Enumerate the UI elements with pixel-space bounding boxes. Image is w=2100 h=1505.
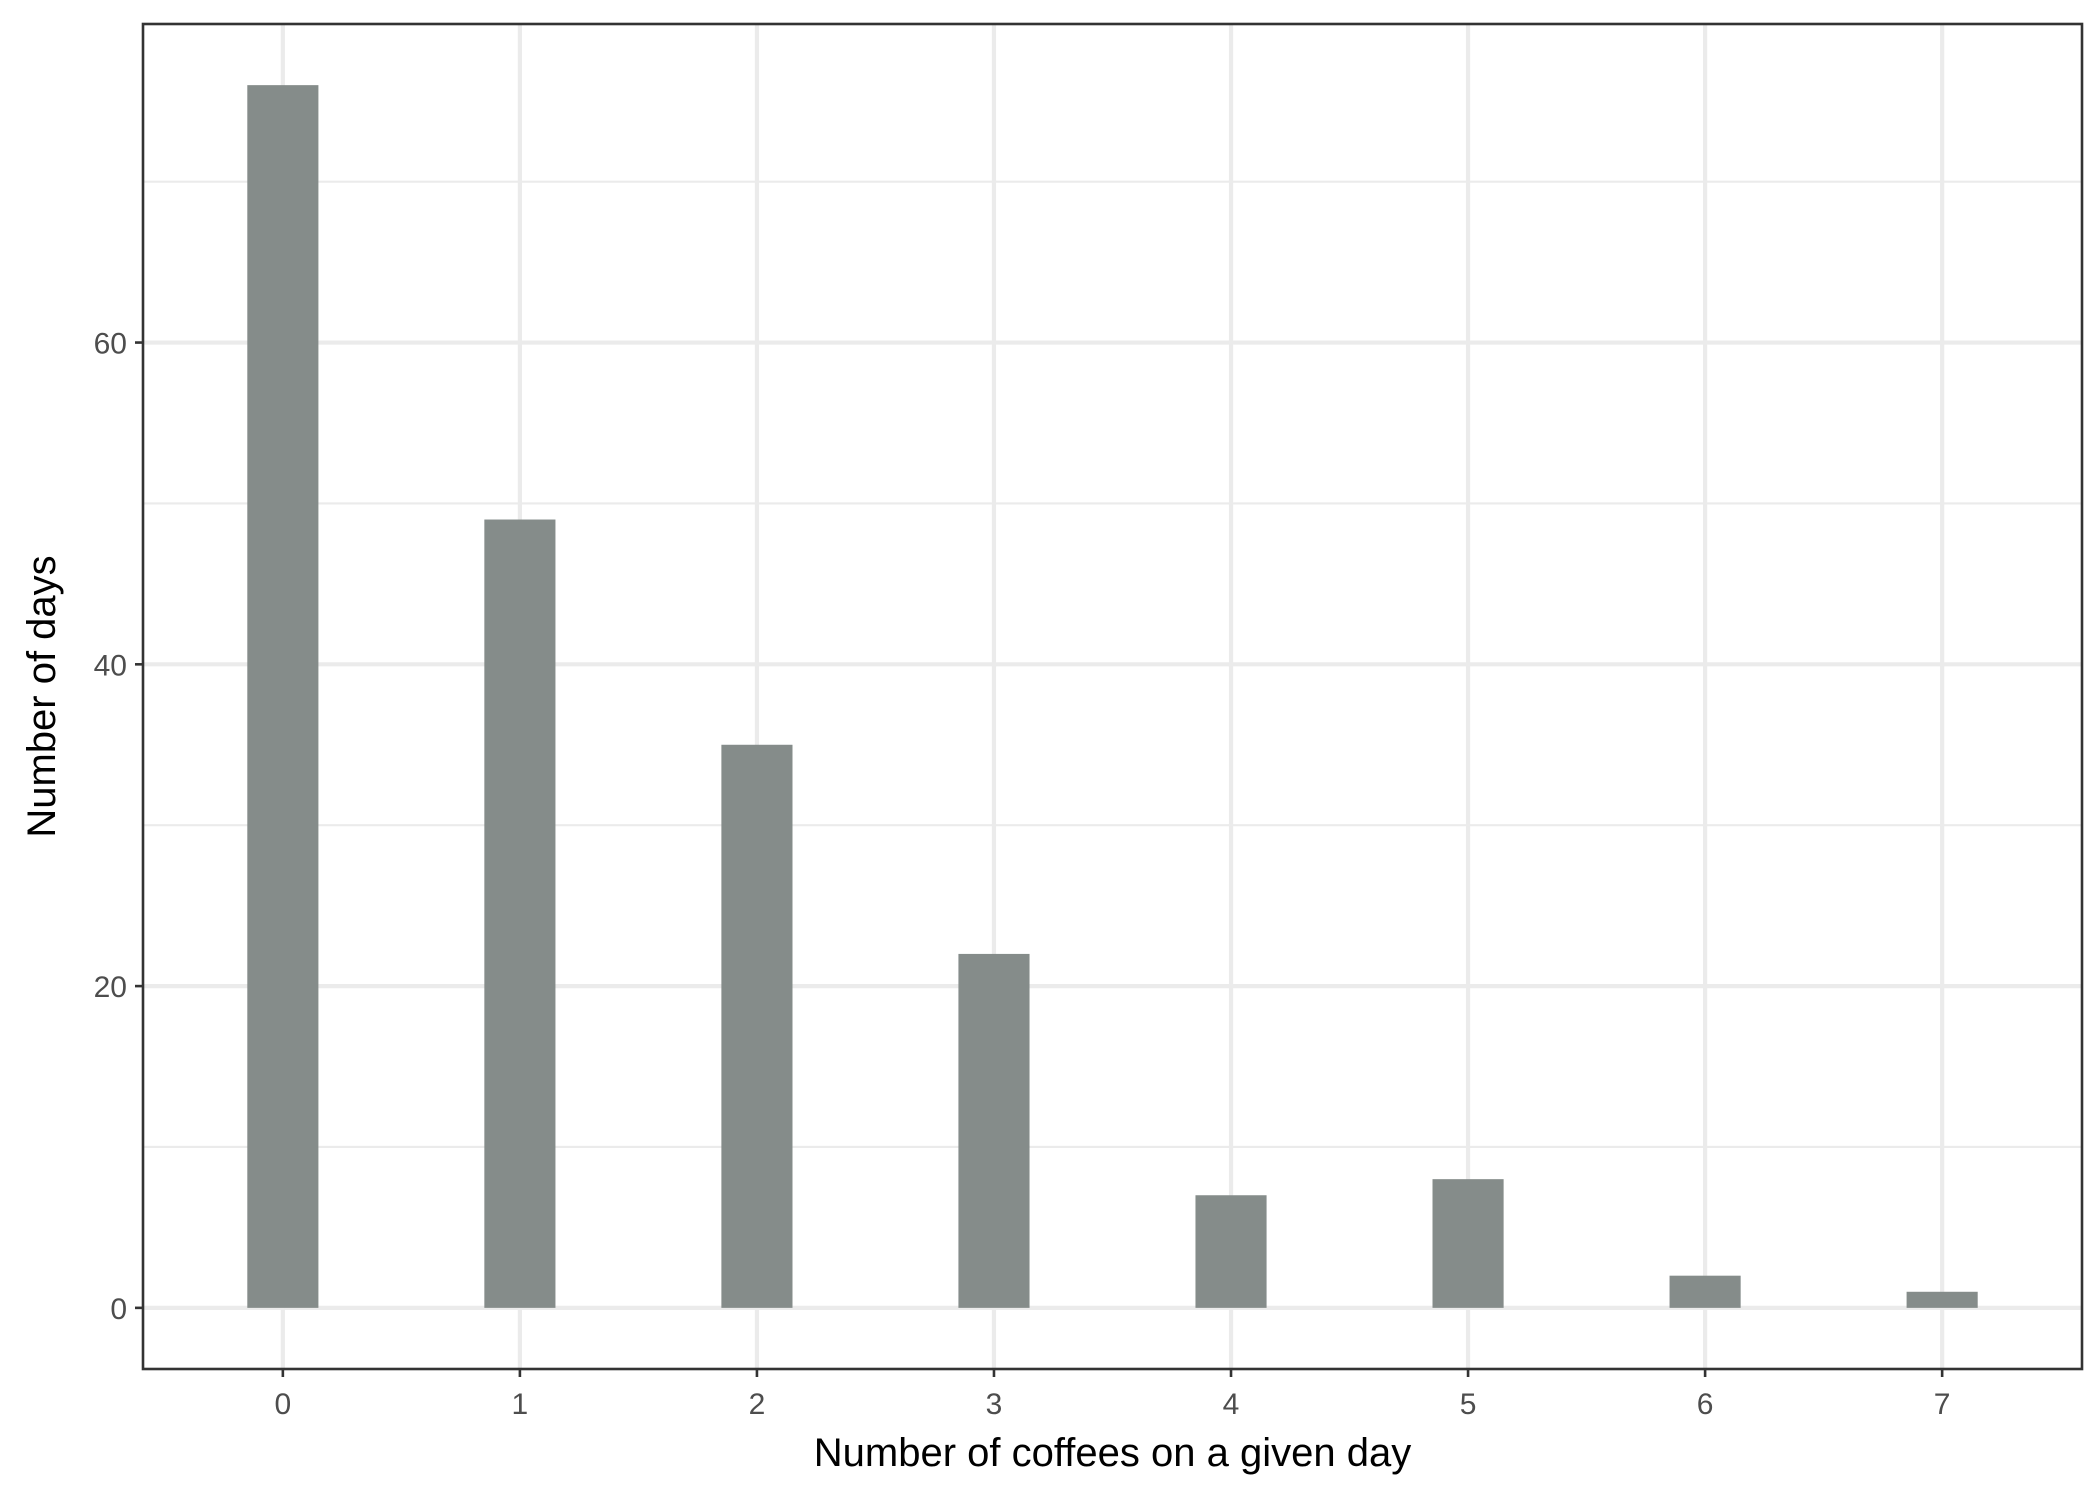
y-tick-label: 20: [94, 971, 127, 1004]
bar-4: [1195, 1195, 1267, 1308]
panel-border: [141, 22, 2084, 1371]
x-tick-label: 1: [512, 1388, 529, 1421]
bar-7: [1906, 1291, 1978, 1308]
bar-3: [958, 953, 1030, 1308]
x-tick-label: 6: [1697, 1388, 1714, 1421]
x-tick-label: 3: [986, 1388, 1003, 1421]
x-axis-title: Number of coffees on a given day: [814, 1431, 1411, 1475]
bar-1: [484, 519, 556, 1308]
x-tick-label: 4: [1223, 1388, 1240, 1421]
y-tick-label: 40: [94, 649, 127, 682]
y-tick-label: 60: [94, 328, 127, 361]
x-tick-label: 0: [275, 1388, 292, 1421]
bar-6: [1669, 1275, 1741, 1308]
bar-5: [1432, 1179, 1504, 1308]
x-tick-label: 7: [1934, 1388, 1951, 1421]
x-tick-label: 5: [1460, 1388, 1477, 1421]
bar-0: [247, 85, 319, 1308]
y-tick-label: 0: [110, 1293, 127, 1326]
tick-labels: 0 1 2 3 4 5 6 7 0 20 40 60: [94, 328, 1951, 1421]
bar-2: [721, 744, 793, 1308]
bars: [247, 85, 1978, 1308]
axis-ticks: [135, 341, 1944, 1377]
y-axis-title: Number of days: [20, 555, 64, 837]
x-tick-label: 2: [749, 1388, 766, 1421]
